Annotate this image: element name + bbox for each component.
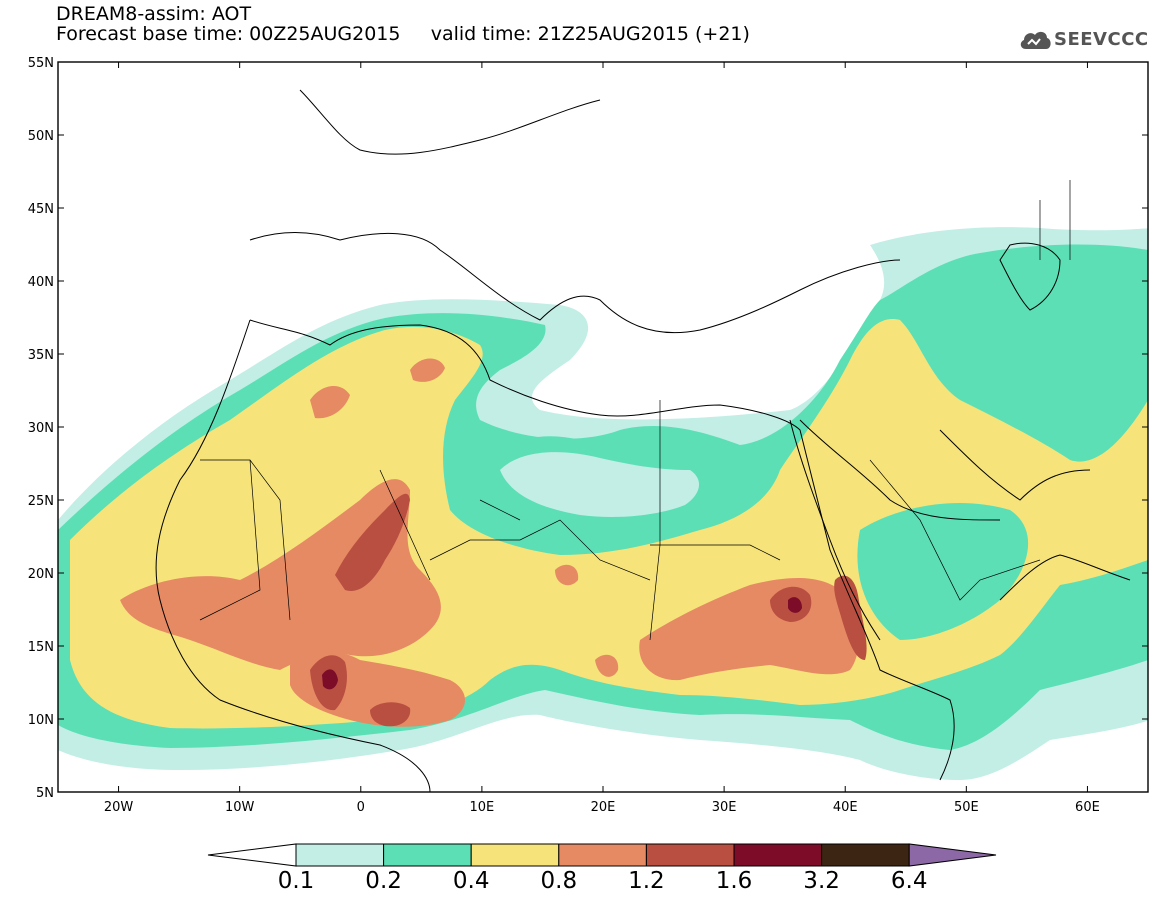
forecast-base-time: Forecast base time: 00Z25AUG2015	[56, 23, 401, 45]
colorbar-box	[645, 843, 735, 867]
colorbar-threshold-label: 0.2	[365, 868, 402, 894]
aot-band-1.6	[322, 669, 338, 690]
lat-label: 55N	[28, 56, 54, 71]
aot-patch-atlas	[310, 385, 350, 419]
lat-label: 15N	[28, 640, 54, 655]
lon-label: 10E	[470, 800, 495, 815]
lon-label: 20W	[104, 800, 134, 815]
aot-patch-libya-light	[500, 452, 700, 517]
red-sea-coast	[789, 419, 1001, 641]
colorbar-box	[295, 843, 385, 867]
colorbar-threshold-label: 0.4	[452, 868, 490, 894]
colorbar-box	[558, 843, 647, 867]
colorbar-threshold-label: 1.6	[715, 868, 753, 894]
aot-patch-iran	[919, 303, 1148, 417]
arabian-coast	[939, 429, 1131, 601]
aot-contour-layer	[58, 227, 1148, 780]
lat-label: 10N	[28, 713, 54, 728]
longitude-axis: 20W 10W 0 10E 20E 30E 40E 50E 60E	[104, 62, 1100, 815]
aot-patch-sudan-max	[788, 597, 802, 613]
colorbar-threshold-label: 0.1	[277, 868, 315, 894]
lat-label: 40N	[28, 275, 54, 290]
lon-label: 60E	[1075, 800, 1100, 815]
colorbar-box	[821, 843, 910, 867]
forecast-times: Forecast base time: 00Z25AUG2015 valid t…	[56, 24, 750, 44]
aot-patch-chad-small	[555, 564, 579, 586]
country-borders	[199, 180, 1071, 641]
lon-label: 20E	[591, 800, 616, 815]
colorbar-threshold-label: 0.8	[540, 868, 578, 894]
aot-patch-algeria	[410, 358, 445, 382]
aot-patch-niger-core	[370, 702, 411, 727]
lat-label: 30N	[28, 421, 54, 436]
europe-coastline	[249, 89, 901, 334]
aot-colorbar	[207, 843, 997, 867]
map-title: DREAM8-assim: AOT	[56, 3, 252, 25]
colorbar-arrow-high	[908, 843, 997, 867]
lon-label: 10W	[225, 800, 255, 815]
logo-text: SEEVCCC	[1054, 29, 1149, 50]
latitude-axis: 55N 50N 45N 40N 35N 30N 25N 20N 15N 10N 5N	[28, 56, 1148, 801]
aot-patch-ethiopia-core	[834, 575, 867, 660]
lat-label: 25N	[28, 494, 54, 509]
aot-band-0.8	[120, 479, 441, 670]
colorbar-threshold-label: 3.2	[803, 868, 840, 894]
colorbar-threshold-label: 6.4	[890, 868, 928, 894]
aot-band-1.2	[335, 493, 410, 591]
colorbar-threshold-label: 1.2	[628, 868, 665, 894]
lon-label: 50E	[954, 800, 979, 815]
colorbar-box	[733, 843, 823, 867]
lon-label: 40E	[833, 800, 858, 815]
lat-label: 35N	[28, 348, 54, 363]
aot-patch-arabia	[857, 502, 1029, 640]
cloud-icon	[1020, 31, 1051, 49]
lon-label: 0	[357, 800, 365, 815]
seevccc-logo: SEEVCCC	[1018, 24, 1158, 56]
lat-label: 45N	[28, 202, 54, 217]
colorbar-box	[470, 843, 560, 867]
colorbar-box	[383, 843, 472, 867]
colorbar-arrow-low	[207, 843, 297, 867]
aot-patch-cameroon	[595, 654, 619, 677]
lon-label: 30E	[712, 800, 737, 815]
caspian-coast	[999, 242, 1061, 311]
coastline-layer	[155, 89, 1131, 792]
lat-label: 50N	[28, 129, 54, 144]
valid-time: valid time: 21Z25AUG2015 (+21)	[430, 23, 750, 45]
lat-label: 5N	[36, 786, 54, 801]
lat-label: 20N	[28, 567, 54, 582]
africa-coastline	[155, 319, 955, 792]
